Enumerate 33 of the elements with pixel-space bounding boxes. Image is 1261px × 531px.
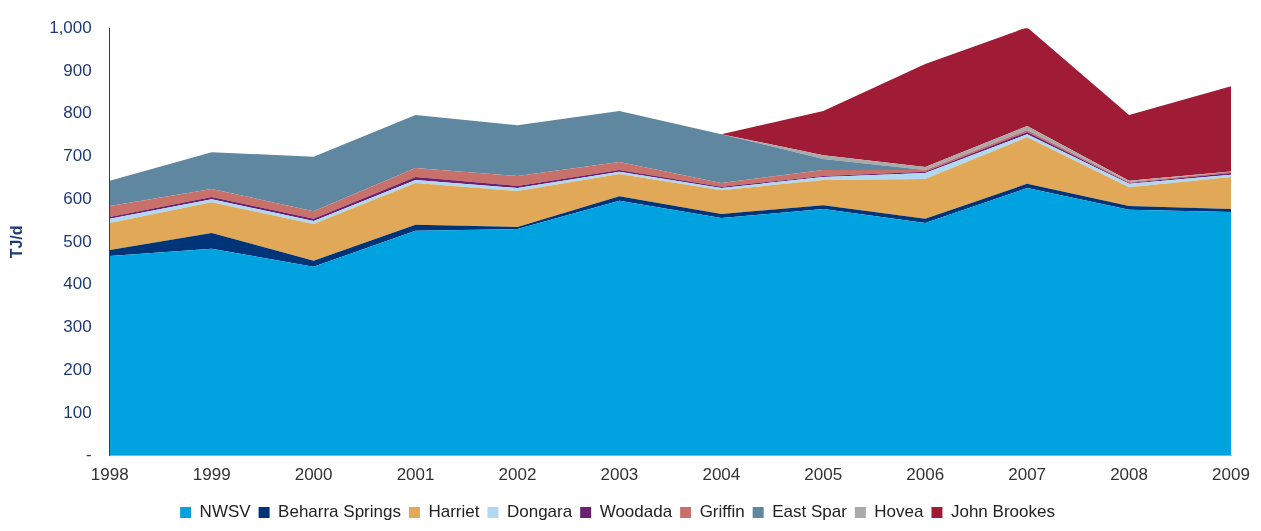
y-tick-label: 300 (63, 317, 92, 337)
legend-label: Dongara (506, 502, 573, 522)
y-tick-label: 200 (63, 359, 92, 379)
x-tick-label: 2006 (906, 465, 945, 485)
x-tick-label: 2003 (600, 465, 639, 485)
x-tick-label: 2009 (1212, 465, 1250, 485)
y-tick-label: - (86, 445, 92, 465)
y-tick-label: 900 (63, 60, 92, 80)
x-tick-label: 2000 (294, 465, 333, 485)
x-tick-label: 2002 (498, 465, 537, 485)
legend-label: Woodada (599, 502, 673, 522)
legend-label: Beharra Springs (278, 502, 401, 522)
y-tick-label: 400 (63, 274, 92, 294)
y-tick-label: 600 (63, 188, 92, 208)
y-axis-title: TJ/d (8, 225, 26, 259)
x-tick-label: 2005 (804, 465, 843, 485)
x-tick-label: 2004 (702, 465, 741, 485)
legend-label: Hovea (874, 502, 924, 522)
x-tick-label: 2001 (396, 465, 435, 485)
legend-label: John Brookes (950, 502, 1055, 522)
y-tick-label: 1,000 (49, 17, 92, 37)
y-tick-label: 100 (63, 402, 92, 422)
legend-label: East Spar (772, 502, 848, 522)
x-tick-label: 1999 (192, 465, 231, 485)
y-tick-label: 800 (63, 103, 92, 123)
legend-label: Griffin (699, 502, 745, 522)
x-tick-label: 2007 (1008, 465, 1047, 485)
y-tick-label: 500 (63, 231, 92, 251)
x-tick-label: 1998 (90, 465, 129, 485)
legend-label: NWSV (199, 502, 252, 522)
x-tick-label: 2008 (1110, 465, 1148, 485)
y-tick-label: 700 (63, 146, 92, 166)
legend-label: Harriet (428, 502, 480, 522)
